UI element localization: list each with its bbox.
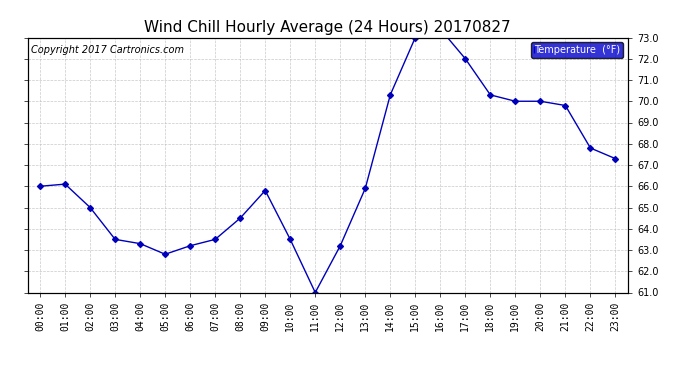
- Text: Copyright 2017 Cartronics.com: Copyright 2017 Cartronics.com: [30, 45, 184, 55]
- Title: Wind Chill Hourly Average (24 Hours) 20170827: Wind Chill Hourly Average (24 Hours) 201…: [144, 20, 511, 35]
- Legend: Temperature  (°F): Temperature (°F): [531, 42, 623, 58]
